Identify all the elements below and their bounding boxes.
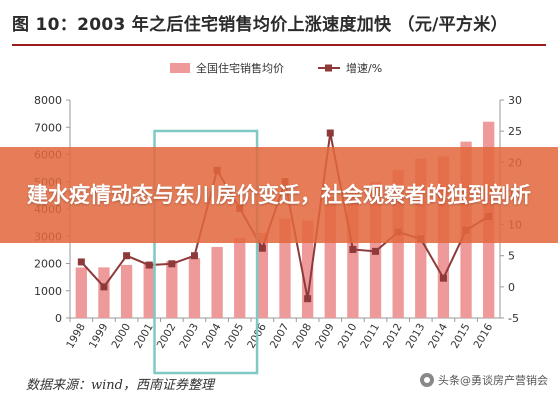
- x-tick-label: 2002: [155, 322, 179, 351]
- growth-point: [100, 283, 108, 291]
- price-bar: [75, 267, 87, 318]
- price-bar: [279, 218, 291, 318]
- legend-label-price: 全国住宅销售均价: [196, 61, 284, 75]
- price-bar: [324, 196, 336, 318]
- headline-banner: 建水疫情动态与东川房价变迁，社会观察者的独到剖析: [0, 147, 558, 243]
- price-bar: [301, 220, 314, 318]
- source-note: 数据来源：wind，西南证券整理: [26, 378, 214, 393]
- price-bar: [256, 233, 269, 318]
- x-tick-label: 2007: [268, 322, 292, 351]
- highlight-box: [153, 129, 259, 375]
- growth-point: [304, 295, 312, 303]
- price-bar: [166, 260, 178, 318]
- x-tick-label: 2001: [132, 322, 156, 351]
- y-left-tick-label: 8000: [34, 94, 62, 107]
- x-tick-label: 2008: [290, 322, 314, 351]
- x-tick-label: 2012: [381, 322, 405, 351]
- watermark-logo-icon: [420, 373, 434, 387]
- chart-legend: 全国住宅销售均价 增速/%: [170, 61, 382, 75]
- figure-title: 图 10：2003 年之后住宅销售均价上涨速度加快 （元/平方米）: [12, 15, 508, 35]
- x-tick-label: 2014: [426, 321, 450, 350]
- y-left-tick-label: 0: [55, 312, 62, 325]
- growth-point: [326, 129, 334, 137]
- x-tick-label: 1999: [87, 322, 111, 351]
- title-underline: [12, 44, 546, 46]
- legend-label-growth: 增速/%: [346, 61, 382, 75]
- growth-point: [372, 247, 380, 255]
- watermark: 头条@勇谈房产营销会: [420, 372, 548, 388]
- x-tick-label: 2003: [177, 322, 201, 351]
- headline-text: 建水疫情动态与东川房价变迁，社会观察者的独到剖析: [27, 183, 531, 207]
- y-left-tick-label: 2000: [34, 258, 62, 271]
- x-tick-label: 2000: [109, 322, 133, 351]
- price-bar: [120, 264, 133, 318]
- growth-point: [349, 245, 357, 253]
- x-tick-label: 2009: [313, 322, 337, 351]
- price-bar: [347, 189, 359, 318]
- x-tick-label: 2013: [404, 322, 428, 351]
- growth-point: [77, 258, 85, 266]
- price-bar: [143, 263, 155, 318]
- growth-point: [439, 274, 447, 282]
- highlight-rect: [153, 129, 259, 375]
- y-left-tick-label: 1000: [34, 285, 62, 298]
- x-tick-label: 2004: [200, 321, 224, 350]
- watermark-text: 头条@勇谈房产营销会: [438, 374, 548, 387]
- price-bar: [234, 237, 246, 318]
- y-right-tick-label: 5: [508, 250, 515, 263]
- y-right-tick-label: 30: [508, 94, 522, 107]
- growth-point: [145, 261, 153, 269]
- x-tick-label: 2010: [336, 322, 360, 351]
- x-tick-label: 2005: [223, 322, 247, 351]
- x-tick-label: 2015: [449, 322, 473, 351]
- y-right-tick-label: -5: [508, 312, 519, 325]
- growth-point: [168, 260, 176, 268]
- growth-point: [258, 244, 266, 252]
- price-bar: [211, 246, 223, 318]
- growth-point: [190, 252, 198, 260]
- y-right-tick-label: 25: [508, 125, 522, 138]
- x-tick-label: 2016: [472, 321, 496, 350]
- legend-swatch-price: [170, 63, 190, 73]
- legend-swatch-growth-marker: [325, 64, 332, 72]
- price-bar: [188, 258, 201, 318]
- y-left-tick-label: 7000: [34, 121, 62, 134]
- price-bar: [392, 170, 404, 318]
- x-tick-label: 2011: [358, 322, 382, 351]
- price-bar: [98, 267, 110, 318]
- x-tick-label: 1998: [64, 322, 88, 351]
- y-right-tick-label: 0: [508, 281, 515, 294]
- growth-point: [123, 252, 131, 260]
